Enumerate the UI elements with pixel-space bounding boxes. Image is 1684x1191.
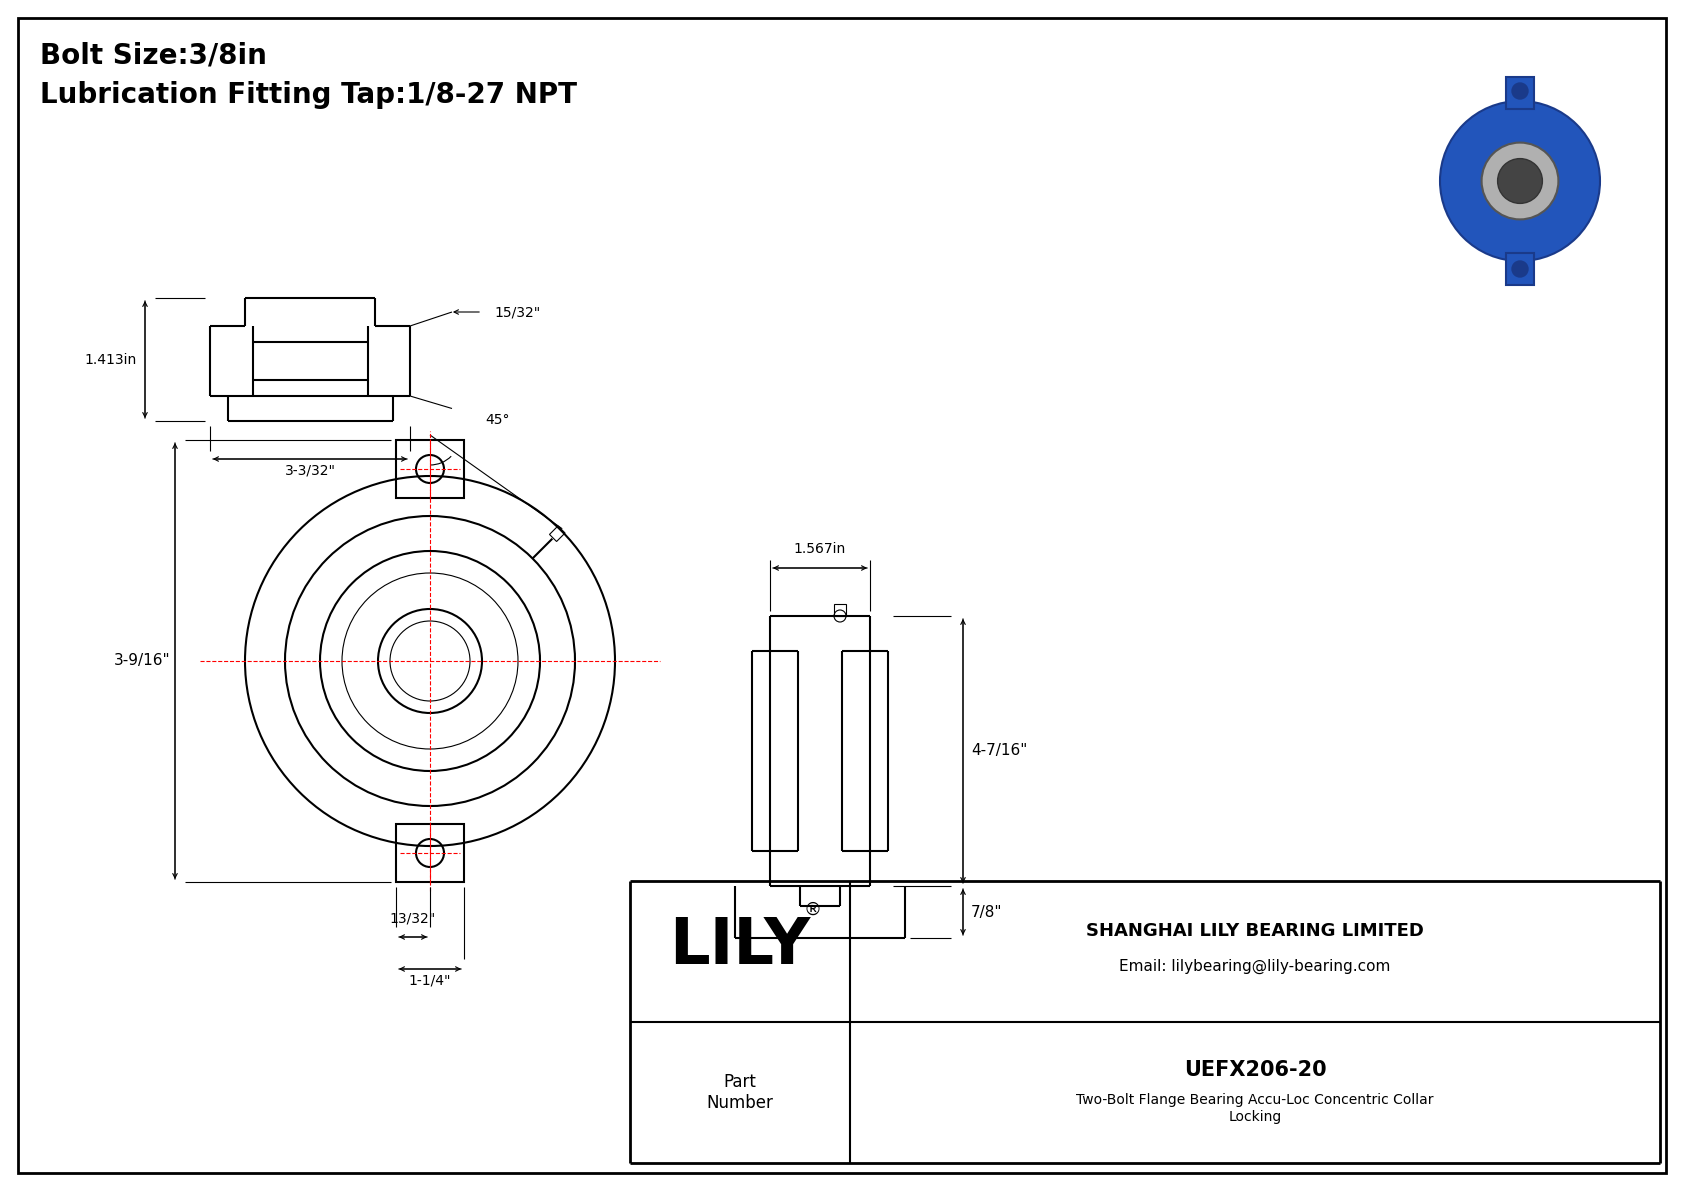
Text: SHANGHAI LILY BEARING LIMITED: SHANGHAI LILY BEARING LIMITED bbox=[1086, 923, 1425, 941]
Text: 45°: 45° bbox=[485, 413, 510, 428]
Text: Email: lilybearing@lily-bearing.com: Email: lilybearing@lily-bearing.com bbox=[1120, 959, 1391, 974]
Circle shape bbox=[1482, 143, 1558, 219]
Text: 3-3/32": 3-3/32" bbox=[285, 464, 335, 478]
Text: Lubrication Fitting Tap:1/8-27 NPT: Lubrication Fitting Tap:1/8-27 NPT bbox=[40, 81, 578, 110]
Text: 1.567in: 1.567in bbox=[793, 542, 845, 556]
Bar bbox=[549, 526, 566, 542]
Bar bbox=[1505, 252, 1534, 285]
Text: LILY: LILY bbox=[669, 916, 810, 978]
Bar bbox=[834, 604, 845, 616]
Circle shape bbox=[1512, 83, 1527, 99]
Text: 1-1/4": 1-1/4" bbox=[409, 974, 451, 989]
Text: Two-Bolt Flange Bearing Accu-Loc Concentric Collar
Locking: Two-Bolt Flange Bearing Accu-Loc Concent… bbox=[1076, 1093, 1433, 1123]
Text: 13/32": 13/32" bbox=[391, 911, 436, 925]
Text: Bolt Size:3/8in: Bolt Size:3/8in bbox=[40, 40, 266, 69]
Circle shape bbox=[1497, 158, 1543, 204]
Text: UEFX206-20: UEFX206-20 bbox=[1184, 1060, 1327, 1080]
Bar bbox=[1505, 77, 1534, 110]
Text: 7/8": 7/8" bbox=[972, 904, 1002, 919]
Circle shape bbox=[1440, 101, 1600, 261]
Bar bbox=[396, 824, 465, 883]
Text: 15/32": 15/32" bbox=[493, 305, 541, 319]
Text: 1.413in: 1.413in bbox=[84, 353, 136, 367]
Text: 3-9/16": 3-9/16" bbox=[113, 654, 170, 668]
Text: Part
Number: Part Number bbox=[707, 1073, 773, 1112]
Text: 4-7/16": 4-7/16" bbox=[972, 743, 1027, 759]
Bar bbox=[396, 439, 465, 498]
Circle shape bbox=[1512, 261, 1527, 278]
Text: ®: ® bbox=[803, 900, 822, 918]
